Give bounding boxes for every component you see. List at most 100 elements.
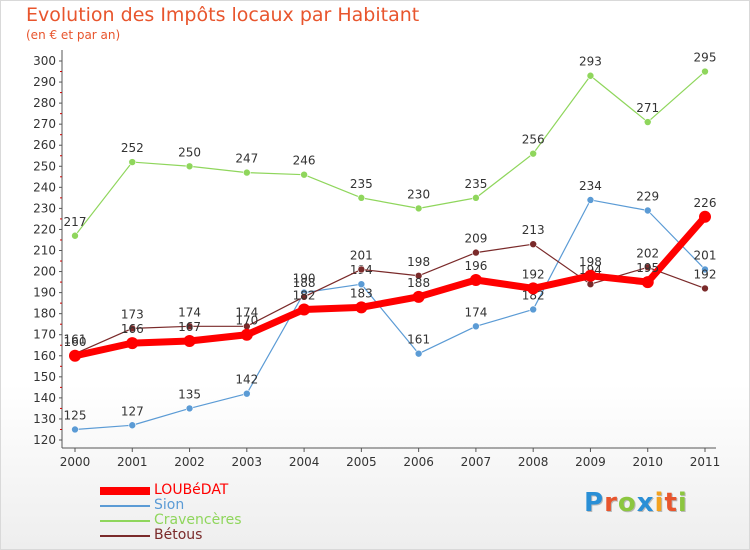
data-point xyxy=(643,118,652,126)
data-point xyxy=(643,206,652,215)
proxiti-logo: Proxiti xyxy=(584,488,688,518)
chart-subtitle: (en € et par an) xyxy=(26,28,121,42)
data-label: 170 xyxy=(235,314,258,328)
logo-letter: t xyxy=(664,488,678,518)
legend-swatch xyxy=(100,520,150,522)
data-label: 135 xyxy=(178,387,201,401)
data-point xyxy=(701,284,709,293)
x-tick-label: 2004 xyxy=(289,455,320,469)
y-tick-label: 170 xyxy=(33,328,56,342)
data-label: 173 xyxy=(121,307,144,321)
data-label: 213 xyxy=(522,223,545,237)
y-tick-label: 180 xyxy=(33,307,56,321)
data-point xyxy=(414,349,423,358)
data-point xyxy=(183,335,196,348)
data-point xyxy=(357,280,366,288)
series-3: 161173174174188201198209213194202192 xyxy=(64,223,717,358)
x-tick-label: 2011 xyxy=(690,455,721,469)
y-tick-label: 260 xyxy=(33,138,56,152)
logo-letter: P xyxy=(584,488,605,518)
data-point xyxy=(357,265,366,274)
data-point xyxy=(71,425,79,434)
data-label: 192 xyxy=(522,267,545,281)
data-label: 182 xyxy=(293,288,316,302)
y-tick-label: 150 xyxy=(33,370,56,384)
logo-letter: i xyxy=(654,488,665,518)
y-tick-label: 300 xyxy=(33,54,56,68)
data-label: 160 xyxy=(64,335,87,349)
y-tick-label: 200 xyxy=(33,265,56,279)
data-point xyxy=(641,276,654,289)
data-point xyxy=(300,293,308,301)
legend-label: Cravencères xyxy=(154,512,242,528)
data-point xyxy=(300,170,308,179)
data-point xyxy=(69,349,81,362)
data-label: 246 xyxy=(293,154,316,168)
x-tick-label: 2007 xyxy=(461,455,492,469)
data-point xyxy=(243,389,251,398)
data-label: 252 xyxy=(121,141,144,155)
x-tick-label: 2003 xyxy=(232,455,263,469)
data-point xyxy=(529,149,537,158)
data-point xyxy=(185,162,194,171)
chart-title: Evolution des Impôts locaux par Habitant xyxy=(26,4,420,26)
data-point xyxy=(472,322,480,331)
series-line xyxy=(74,199,706,431)
y-tick-label: 190 xyxy=(33,286,56,300)
data-point xyxy=(529,240,537,248)
y-tick-label: 160 xyxy=(33,349,56,363)
data-label: 229 xyxy=(636,189,659,203)
data-label: 235 xyxy=(350,177,373,191)
series-0: 160 166 167 170 182 183 188 196 192 198 195 226 xyxy=(64,196,717,362)
series-line xyxy=(71,213,709,360)
data-label: 234 xyxy=(579,179,602,193)
y-tick-label: 120 xyxy=(33,433,56,447)
y-tick-label: 140 xyxy=(33,391,56,405)
data-label: 174 xyxy=(178,305,201,319)
series-2: 217 252 250 247 246 235 230 235 256 293 271 295 xyxy=(64,51,716,240)
data-label: 198 xyxy=(579,255,602,269)
data-point xyxy=(469,273,482,286)
data-label: 188 xyxy=(293,276,316,290)
data-point xyxy=(185,322,194,331)
y-tick-label: 230 xyxy=(33,201,56,215)
data-label: 174 xyxy=(235,305,258,319)
data-label: 226 xyxy=(694,196,717,210)
data-point xyxy=(126,337,139,350)
y-tick-label: 250 xyxy=(33,159,56,173)
data-point xyxy=(414,271,423,280)
y-tick-label: 270 xyxy=(33,117,56,131)
data-label: 167 xyxy=(178,320,201,334)
data-point xyxy=(298,303,311,316)
x-tick-label: 2000 xyxy=(60,455,91,469)
y-tick-label: 220 xyxy=(33,222,56,236)
data-label: 195 xyxy=(636,261,659,275)
data-point xyxy=(472,194,480,202)
data-point xyxy=(128,158,137,166)
x-tick-label: 2008 xyxy=(518,455,549,469)
series-line xyxy=(74,70,706,237)
legend-swatch xyxy=(100,535,150,537)
data-point xyxy=(128,324,137,333)
data-label: 256 xyxy=(522,133,545,147)
data-label: 235 xyxy=(464,177,487,191)
x-tick-label: 2010 xyxy=(632,455,663,469)
data-label: 247 xyxy=(235,152,258,166)
data-label: 188 xyxy=(407,276,430,290)
x-tick-label: 2005 xyxy=(346,455,377,469)
data-label: 201 xyxy=(694,248,717,262)
data-label: 196 xyxy=(464,259,487,273)
data-label: 182 xyxy=(522,288,545,302)
data-point xyxy=(584,269,597,282)
y-tick-label: 290 xyxy=(33,75,56,89)
series-1: 125127135142190194161174182234229201 xyxy=(64,179,717,434)
data-label: 209 xyxy=(464,232,487,246)
legend-label: Bétous xyxy=(154,527,203,543)
legend-swatch xyxy=(100,487,150,495)
data-label: 192 xyxy=(694,267,717,281)
logo-letter: i xyxy=(677,488,688,518)
data-point xyxy=(527,282,540,295)
data-point xyxy=(701,265,709,274)
